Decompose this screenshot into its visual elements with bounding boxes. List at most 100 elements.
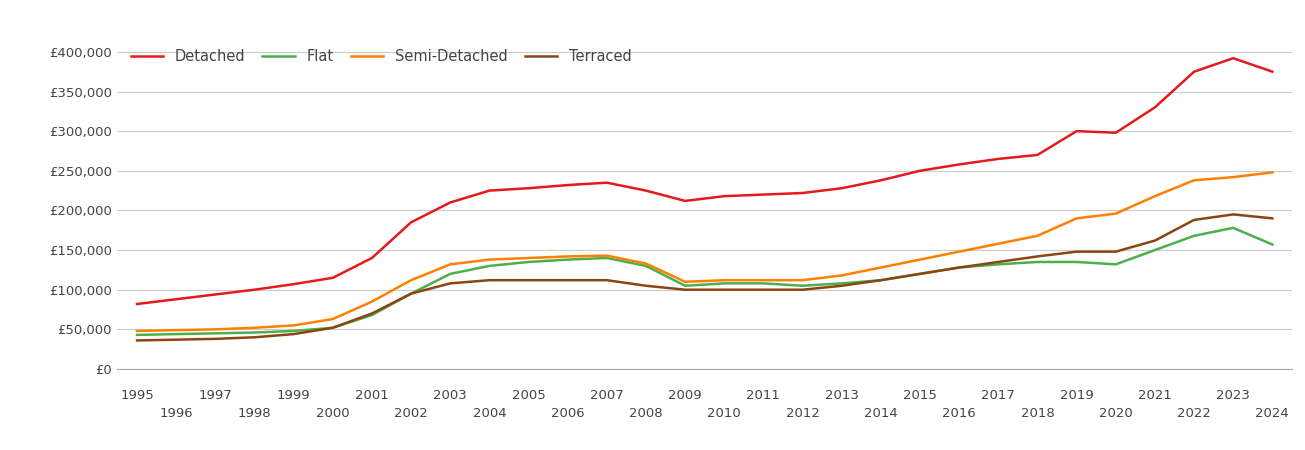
Terraced <box>325 325 341 330</box>
Flat <box>677 283 693 288</box>
Line: Semi-Detached: Semi-Detached <box>137 172 1272 331</box>
Semi-Detached <box>129 328 145 333</box>
Detached <box>1069 128 1084 134</box>
Text: 2023: 2023 <box>1216 389 1250 402</box>
Flat <box>599 255 615 261</box>
Flat <box>1030 259 1045 265</box>
Terraced <box>560 278 576 283</box>
Semi-Detached <box>756 278 771 283</box>
Terraced <box>990 259 1006 265</box>
Text: 2000: 2000 <box>316 407 350 420</box>
Flat <box>716 281 732 286</box>
Semi-Detached <box>599 253 615 258</box>
Detached <box>912 168 928 174</box>
Flat <box>1186 233 1202 238</box>
Detached <box>1147 105 1163 110</box>
Semi-Detached <box>677 279 693 284</box>
Terraced <box>247 335 262 340</box>
Flat <box>1069 259 1084 265</box>
Text: 2018: 2018 <box>1021 407 1054 420</box>
Semi-Detached <box>403 278 419 283</box>
Semi-Detached <box>325 316 341 322</box>
Text: 1998: 1998 <box>238 407 271 420</box>
Terraced <box>677 287 693 292</box>
Detached <box>403 220 419 225</box>
Line: Terraced: Terraced <box>137 214 1272 341</box>
Detached <box>247 287 262 292</box>
Text: 2017: 2017 <box>981 389 1015 402</box>
Text: 1999: 1999 <box>277 389 311 402</box>
Text: 2004: 2004 <box>472 407 506 420</box>
Flat <box>1265 242 1280 247</box>
Detached <box>638 188 654 194</box>
Semi-Detached <box>1186 178 1202 183</box>
Text: 2003: 2003 <box>433 389 467 402</box>
Text: 2019: 2019 <box>1060 389 1094 402</box>
Detached <box>873 178 889 183</box>
Detached <box>1186 69 1202 74</box>
Semi-Detached <box>207 327 223 332</box>
Semi-Detached <box>286 323 301 328</box>
Terraced <box>1225 212 1241 217</box>
Detached <box>286 281 301 287</box>
Text: 2020: 2020 <box>1099 407 1133 420</box>
Flat <box>129 332 145 338</box>
Semi-Detached <box>482 257 497 262</box>
Semi-Detached <box>521 255 536 261</box>
Flat <box>403 291 419 297</box>
Text: 1995: 1995 <box>120 389 154 402</box>
Flat <box>325 325 341 330</box>
Semi-Detached <box>168 328 184 333</box>
Terraced <box>638 283 654 288</box>
Line: Detached: Detached <box>137 58 1272 304</box>
Text: 2012: 2012 <box>786 407 820 420</box>
Semi-Detached <box>247 325 262 330</box>
Text: 2005: 2005 <box>512 389 545 402</box>
Flat <box>1147 248 1163 253</box>
Detached <box>756 192 771 197</box>
Text: 2016: 2016 <box>942 407 976 420</box>
Semi-Detached <box>1069 216 1084 221</box>
Detached <box>364 255 380 261</box>
Flat <box>207 331 223 336</box>
Terraced <box>129 338 145 343</box>
Text: 2008: 2008 <box>629 407 663 420</box>
Semi-Detached <box>1147 194 1163 199</box>
Text: 2001: 2001 <box>355 389 389 402</box>
Text: 2007: 2007 <box>590 389 624 402</box>
Detached <box>168 297 184 302</box>
Detached <box>1225 55 1241 61</box>
Semi-Detached <box>1108 211 1124 216</box>
Semi-Detached <box>442 261 458 267</box>
Legend: Detached, Flat, Semi-Detached, Terraced: Detached, Flat, Semi-Detached, Terraced <box>125 43 637 70</box>
Terraced <box>1030 254 1045 259</box>
Semi-Detached <box>716 278 732 283</box>
Text: 2013: 2013 <box>825 389 859 402</box>
Terraced <box>951 265 967 270</box>
Detached <box>990 156 1006 162</box>
Terraced <box>912 271 928 277</box>
Semi-Detached <box>1265 170 1280 175</box>
Semi-Detached <box>951 249 967 254</box>
Flat <box>364 312 380 318</box>
Flat <box>990 261 1006 267</box>
Semi-Detached <box>560 254 576 259</box>
Terraced <box>168 337 184 342</box>
Text: 2021: 2021 <box>1138 389 1172 402</box>
Text: 2015: 2015 <box>903 389 937 402</box>
Flat <box>638 263 654 269</box>
Detached <box>1108 130 1124 135</box>
Terraced <box>1069 249 1084 254</box>
Terraced <box>834 283 850 288</box>
Text: 2002: 2002 <box>394 407 428 420</box>
Terraced <box>756 287 771 292</box>
Terraced <box>873 278 889 283</box>
Detached <box>716 194 732 199</box>
Terraced <box>207 336 223 342</box>
Text: 2010: 2010 <box>707 407 741 420</box>
Detached <box>599 180 615 185</box>
Semi-Detached <box>834 273 850 278</box>
Terraced <box>286 331 301 337</box>
Semi-Detached <box>1225 175 1241 180</box>
Detached <box>795 190 810 196</box>
